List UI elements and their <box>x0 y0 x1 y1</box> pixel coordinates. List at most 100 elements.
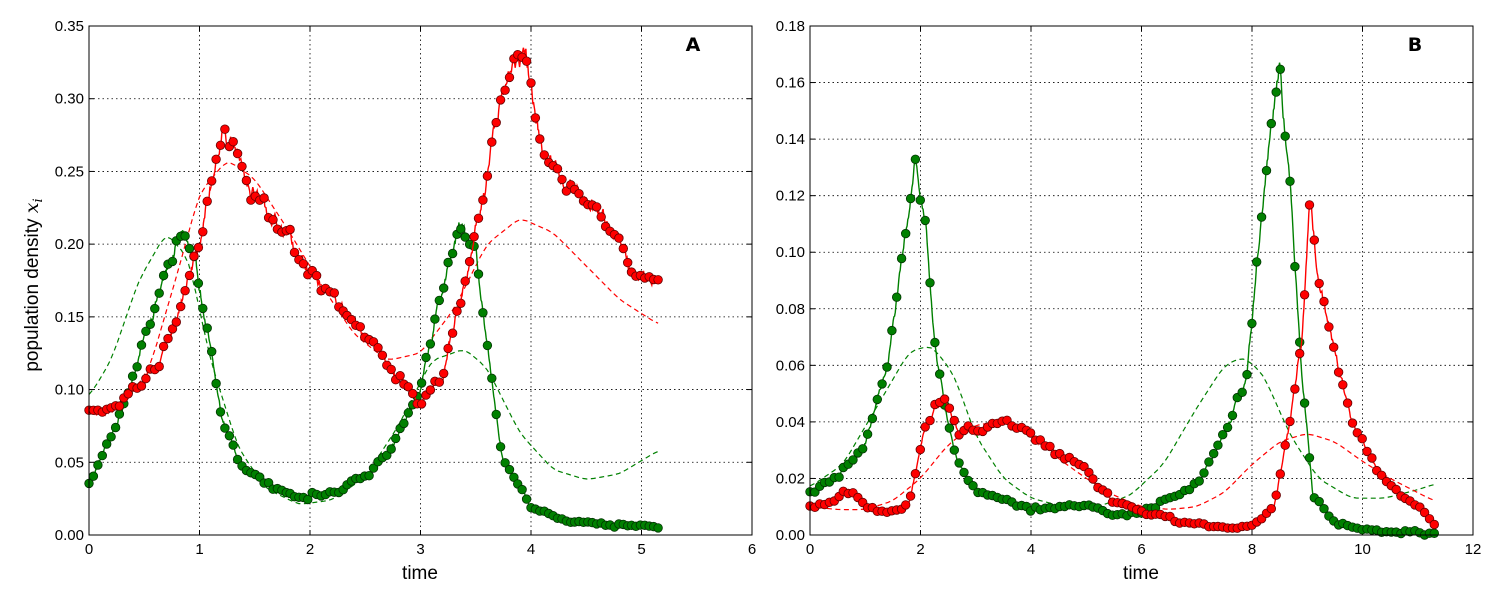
data-point <box>303 494 313 505</box>
data-point <box>368 463 379 473</box>
data-point <box>930 337 940 348</box>
data-point <box>526 78 536 88</box>
data-point <box>959 467 969 478</box>
data-point <box>478 308 488 318</box>
data-point <box>614 233 624 243</box>
y-tick-label: 0.20 <box>55 236 84 253</box>
data-point <box>517 484 527 495</box>
data-point <box>180 286 190 296</box>
data-point <box>862 429 873 439</box>
data-point <box>473 269 484 279</box>
data-point <box>150 303 160 314</box>
y-tick-label: 0.16 <box>776 75 805 92</box>
data-point <box>141 373 151 384</box>
panel-b: time 0 2 4 6 8 10 12 0.00 0.02 0.04 0.06 0.08 0.10 0.… <box>776 18 1482 584</box>
data-point <box>482 171 493 181</box>
data-point <box>430 314 440 324</box>
x-axis-label: time <box>1123 563 1159 584</box>
data-point <box>198 303 208 314</box>
data-point <box>920 215 930 226</box>
data-point <box>925 415 935 426</box>
data-point <box>110 422 121 433</box>
data-point <box>1266 504 1277 514</box>
data-point <box>1391 484 1401 495</box>
data-point <box>434 295 445 306</box>
data-point <box>220 423 230 433</box>
data-point <box>311 270 322 281</box>
data-point <box>377 350 388 361</box>
data-point <box>106 432 116 442</box>
data-point <box>949 415 960 426</box>
data-point <box>355 322 366 332</box>
data-point <box>500 85 510 95</box>
data-point <box>482 340 493 351</box>
data-point <box>1045 441 1055 452</box>
y-tick-label: 0.04 <box>776 414 805 431</box>
data-point <box>132 362 142 372</box>
data-point <box>539 150 550 160</box>
data-point <box>504 464 515 475</box>
data-point <box>154 361 164 372</box>
data-point <box>416 378 427 388</box>
x-tick-label: 0 <box>85 541 93 558</box>
data-point <box>443 257 453 268</box>
data-point <box>1290 261 1300 272</box>
data-point <box>171 317 182 327</box>
data-point <box>1328 342 1339 352</box>
data-point <box>1204 457 1214 467</box>
mean-field-curve <box>88 161 659 412</box>
data-point <box>386 444 396 454</box>
data-point <box>1324 322 1334 332</box>
stochastic-trace <box>88 47 659 417</box>
data-point <box>504 72 515 83</box>
data-point <box>1347 418 1358 428</box>
y-tick-label: 0.10 <box>776 244 805 261</box>
data-point <box>403 382 414 392</box>
data-point <box>1376 470 1387 481</box>
x-tick-label: 0 <box>806 541 814 558</box>
data-point <box>872 394 883 405</box>
data-point <box>158 341 169 352</box>
data-point <box>1362 446 1372 457</box>
data-point <box>425 385 436 395</box>
data-point <box>1271 490 1281 500</box>
data-point <box>1208 448 1219 459</box>
x-tick-label: 10 <box>1354 541 1371 558</box>
x-tick-label: 4 <box>1027 541 1035 558</box>
data-point <box>1294 348 1305 359</box>
plot-frame <box>88 25 753 536</box>
data-point <box>535 134 545 144</box>
data-point <box>1266 118 1277 129</box>
x-tick-label: 3 <box>416 541 424 558</box>
data-point <box>123 389 133 399</box>
x-tick-label: 5 <box>637 541 645 558</box>
data-point <box>434 377 445 387</box>
data-point <box>1213 440 1223 450</box>
data-point <box>618 243 629 254</box>
y-tick-label: 0.06 <box>776 357 805 374</box>
data-point <box>447 248 458 259</box>
data-point <box>1217 430 1228 440</box>
panel-label: A <box>686 34 701 56</box>
data-point <box>1342 398 1353 408</box>
data-point <box>263 478 274 488</box>
data-point <box>557 174 567 185</box>
data-point <box>901 228 911 239</box>
data-point <box>935 369 945 379</box>
data-point <box>202 196 212 207</box>
data-point <box>1261 165 1272 176</box>
y-tick-label: 0.02 <box>776 470 805 487</box>
data-point <box>232 454 243 465</box>
data-point <box>289 247 300 258</box>
data-point <box>915 444 926 455</box>
x-tick-label: 8 <box>1248 541 1256 558</box>
data-point <box>896 253 907 264</box>
panel-label: B <box>1408 34 1422 56</box>
data-point <box>136 340 147 350</box>
data-point <box>464 256 475 267</box>
data-point <box>163 333 173 344</box>
data-point <box>901 500 911 510</box>
data-point <box>473 213 484 224</box>
data-point <box>456 298 466 309</box>
data-point <box>220 124 230 134</box>
